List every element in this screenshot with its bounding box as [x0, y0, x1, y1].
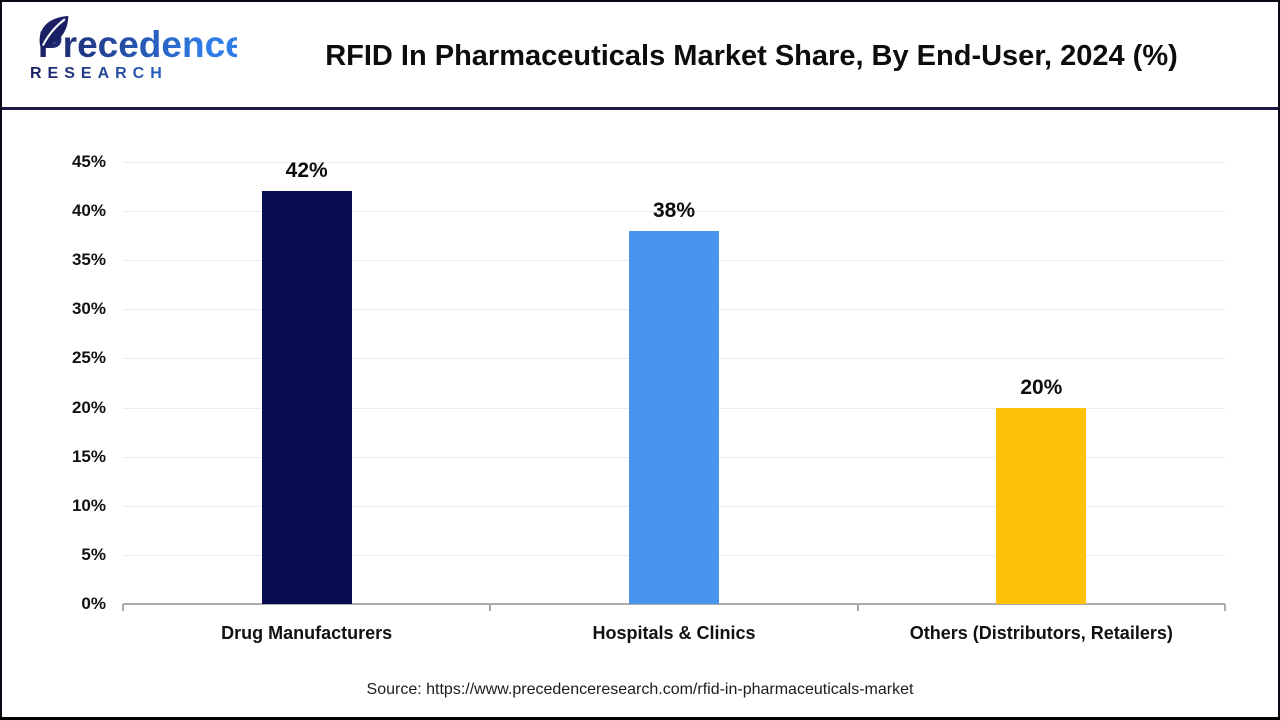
bar-value-label: 20%: [1020, 375, 1063, 399]
y-axis-tick-label: 45%: [71, 152, 106, 171]
source-citation: Source: https://www.precedenceresearch.c…: [366, 681, 914, 698]
bar-hospitals-clinics: [629, 230, 719, 604]
precedence-research-logo: Precedence RESEARCH: [22, 15, 237, 82]
axis-tick: [122, 604, 124, 611]
header: Precedence RESEARCH RFID In Pharmaceutic…: [2, 2, 1278, 107]
axis-tick: [489, 604, 492, 611]
logo-wordmark: Precedence: [38, 15, 237, 63]
x-axis-category-label: Hospitals & Clinics: [592, 623, 756, 643]
y-axis-tick-label: 15%: [71, 446, 106, 466]
header-divider: [2, 107, 1278, 110]
y-axis-tick-label: 35%: [71, 250, 106, 270]
bar-value-label: 42%: [285, 159, 328, 183]
axis-tick: [1224, 604, 1226, 611]
y-axis-tick-label: 10%: [71, 495, 106, 515]
gridline: [123, 162, 1225, 163]
bar-others-distributors-retailers: [996, 407, 1087, 604]
bar-value-label: 38%: [652, 198, 696, 222]
y-axis-tick-label: 0%: [81, 594, 106, 613]
y-axis-tick-label: 40%: [71, 201, 106, 221]
y-axis-tick-label: 5%: [81, 544, 106, 564]
x-axis-category-label: Others (Distributors, Retailers): [909, 623, 1173, 643]
x-axis-line: [123, 603, 1225, 605]
axis-tick: [856, 604, 859, 611]
chart-title: RFID In Pharmaceuticals Market Share, By…: [325, 40, 1178, 72]
leaf-icon: [39, 15, 69, 48]
y-axis-tick-label: 20%: [71, 397, 106, 417]
y-axis-tick-label: 30%: [71, 299, 106, 319]
bar-drug-manufacturers: [261, 191, 352, 604]
x-axis-category-label: Drug Manufacturers: [221, 623, 393, 643]
gridline: [123, 211, 1225, 213]
logo-text-research: RESEARCH: [30, 66, 237, 82]
y-axis-tick-label: 25%: [71, 348, 106, 368]
